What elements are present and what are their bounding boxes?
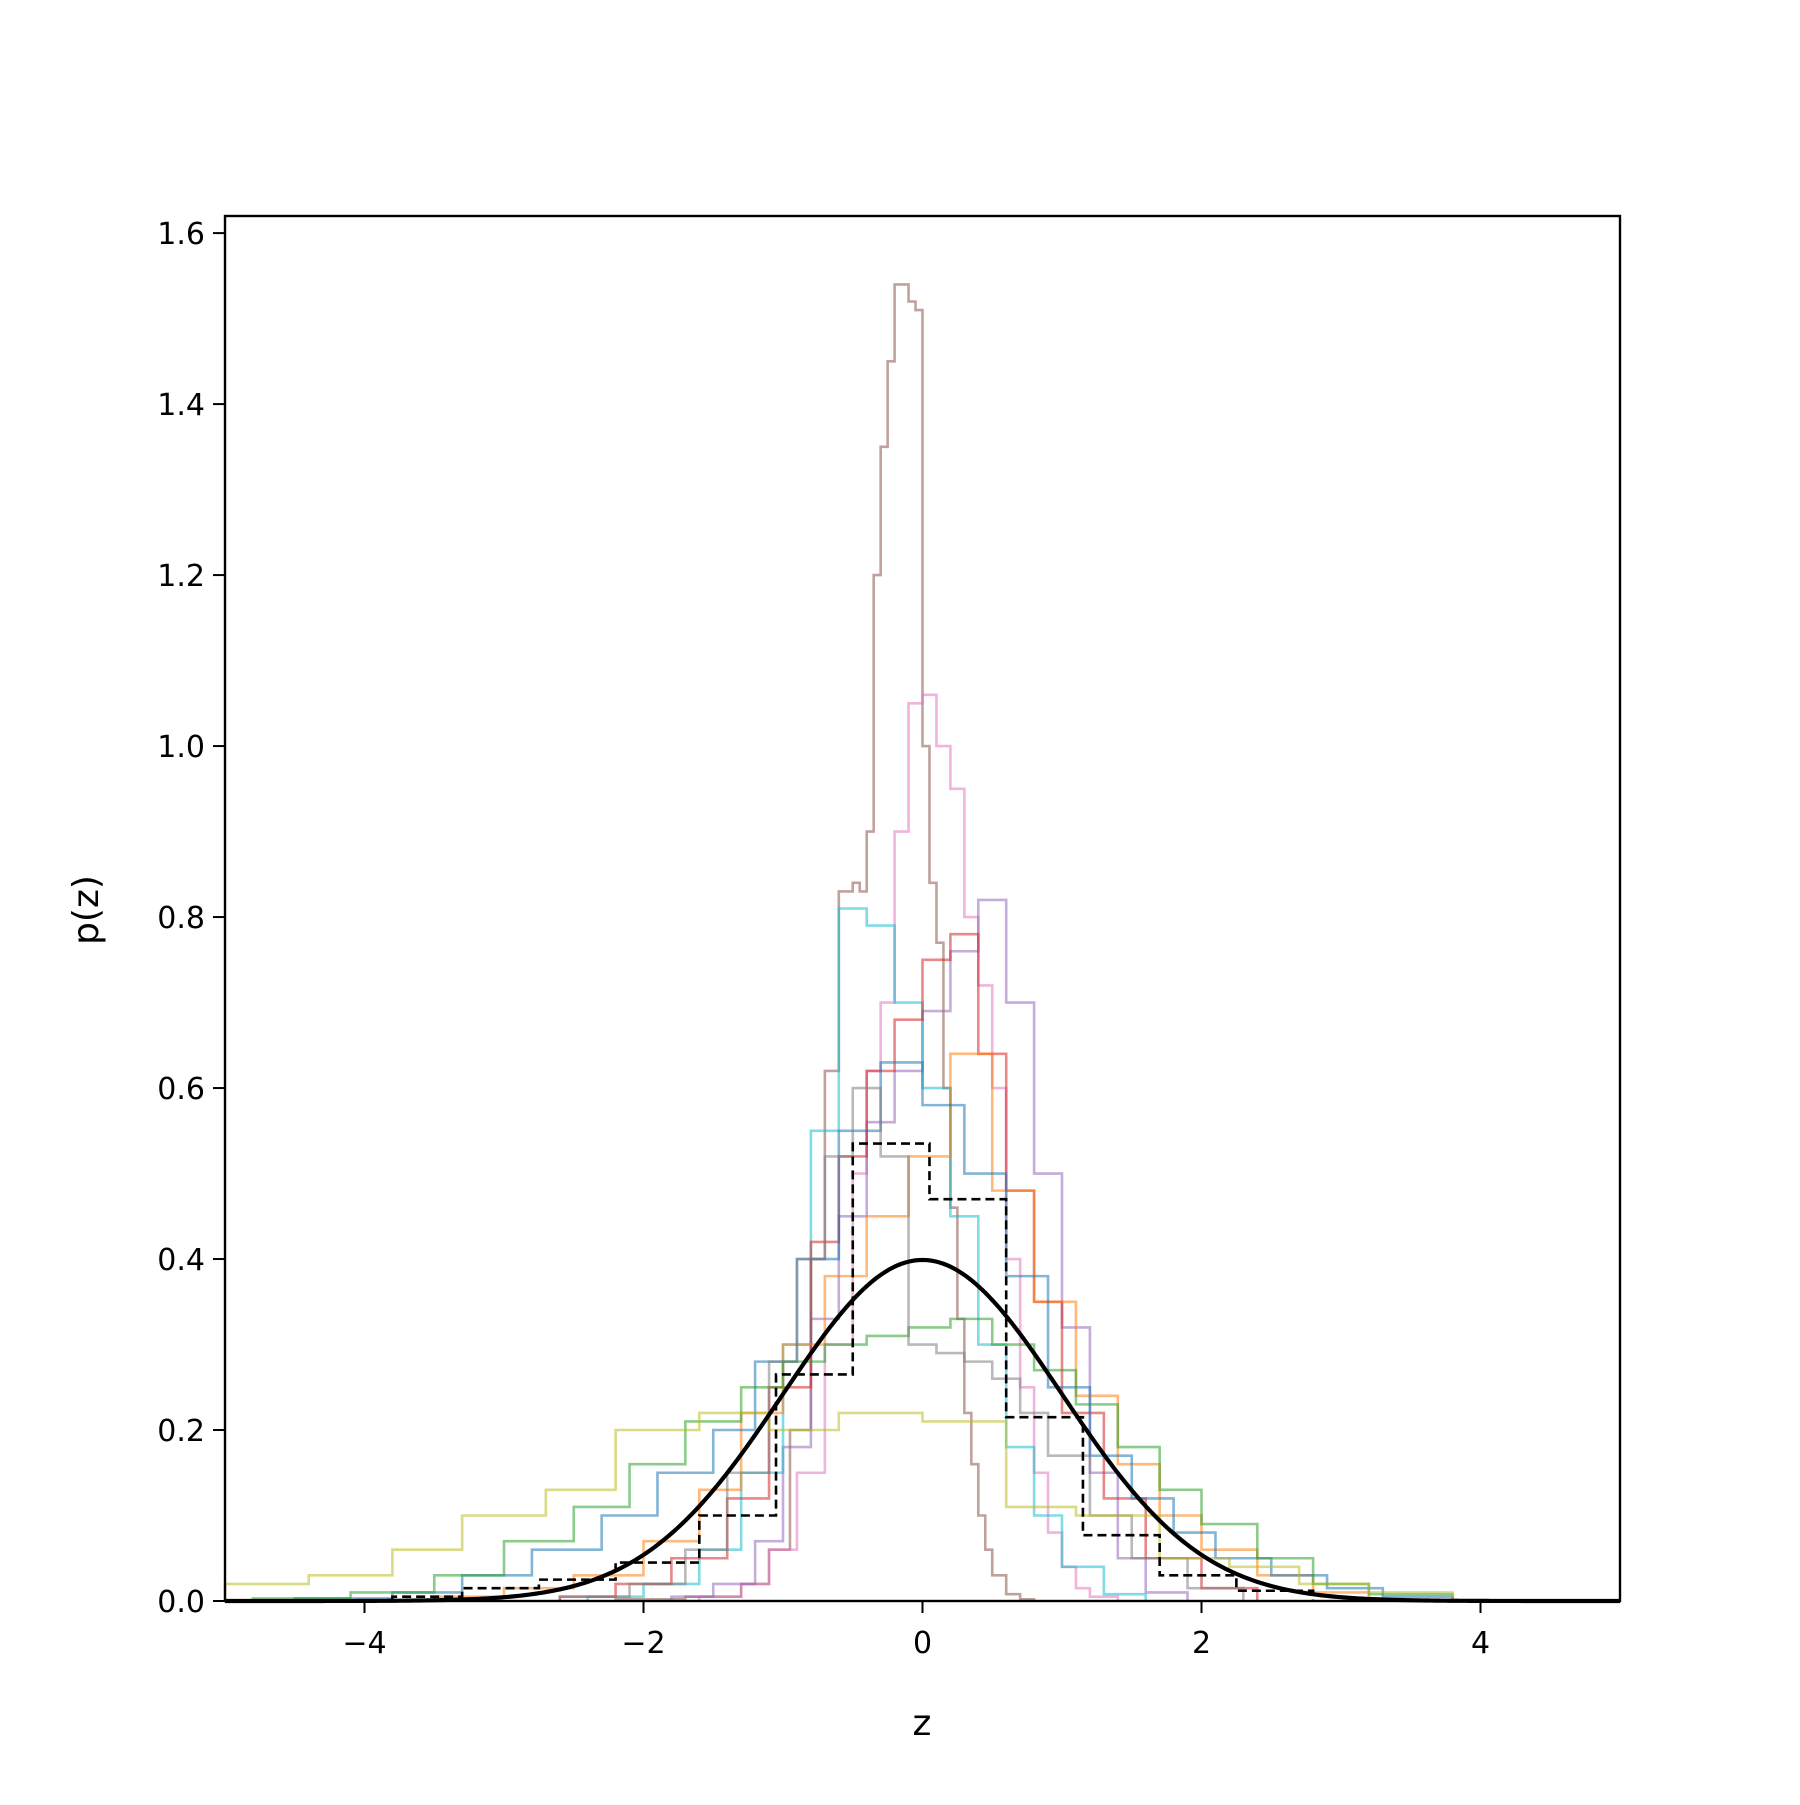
- curve-layer: [225, 1257, 1620, 1604]
- x-axis-ticks: −4 −2 0 2 4: [342, 1601, 1490, 1661]
- normal-pdf-curve: [225, 1257, 1620, 1604]
- x-tick-label: 2: [1192, 1626, 1211, 1661]
- y-tick-label: 0.6: [157, 1072, 205, 1107]
- y-tick-label: 0.0: [157, 1585, 205, 1620]
- y-tick-label: 1.4: [157, 388, 205, 423]
- histogram-series-2: [698, 693, 1120, 1601]
- histogram-series-3: [670, 898, 1189, 1601]
- y-axis-ticks: 0.0 0.2 0.4 0.6 0.8 1.0 1.2 1.4 1.6: [157, 217, 225, 1620]
- series-layer: [223, 283, 1454, 1601]
- y-tick-label: 0.8: [157, 901, 205, 936]
- dashed-histogram-series: [391, 1142, 1315, 1601]
- y-tick-label: 1.0: [157, 730, 205, 765]
- y-axis-label: p(z): [66, 875, 107, 945]
- x-axis-label: z: [913, 1703, 932, 1744]
- y-tick-label: 1.2: [157, 559, 205, 594]
- x-tick-label: 0: [913, 1626, 932, 1661]
- histogram-series-9: [558, 1086, 1245, 1601]
- x-tick-label: 4: [1471, 1626, 1490, 1661]
- y-tick-label: 1.6: [157, 217, 205, 252]
- x-tick-label: −2: [621, 1626, 665, 1661]
- y-tick-label: 0.2: [157, 1414, 205, 1449]
- histogram-series-10: [223, 1411, 1454, 1601]
- histogram-series-7: [293, 1061, 1454, 1601]
- y-tick-label: 0.4: [157, 1243, 205, 1278]
- x-tick-label: −4: [342, 1626, 386, 1661]
